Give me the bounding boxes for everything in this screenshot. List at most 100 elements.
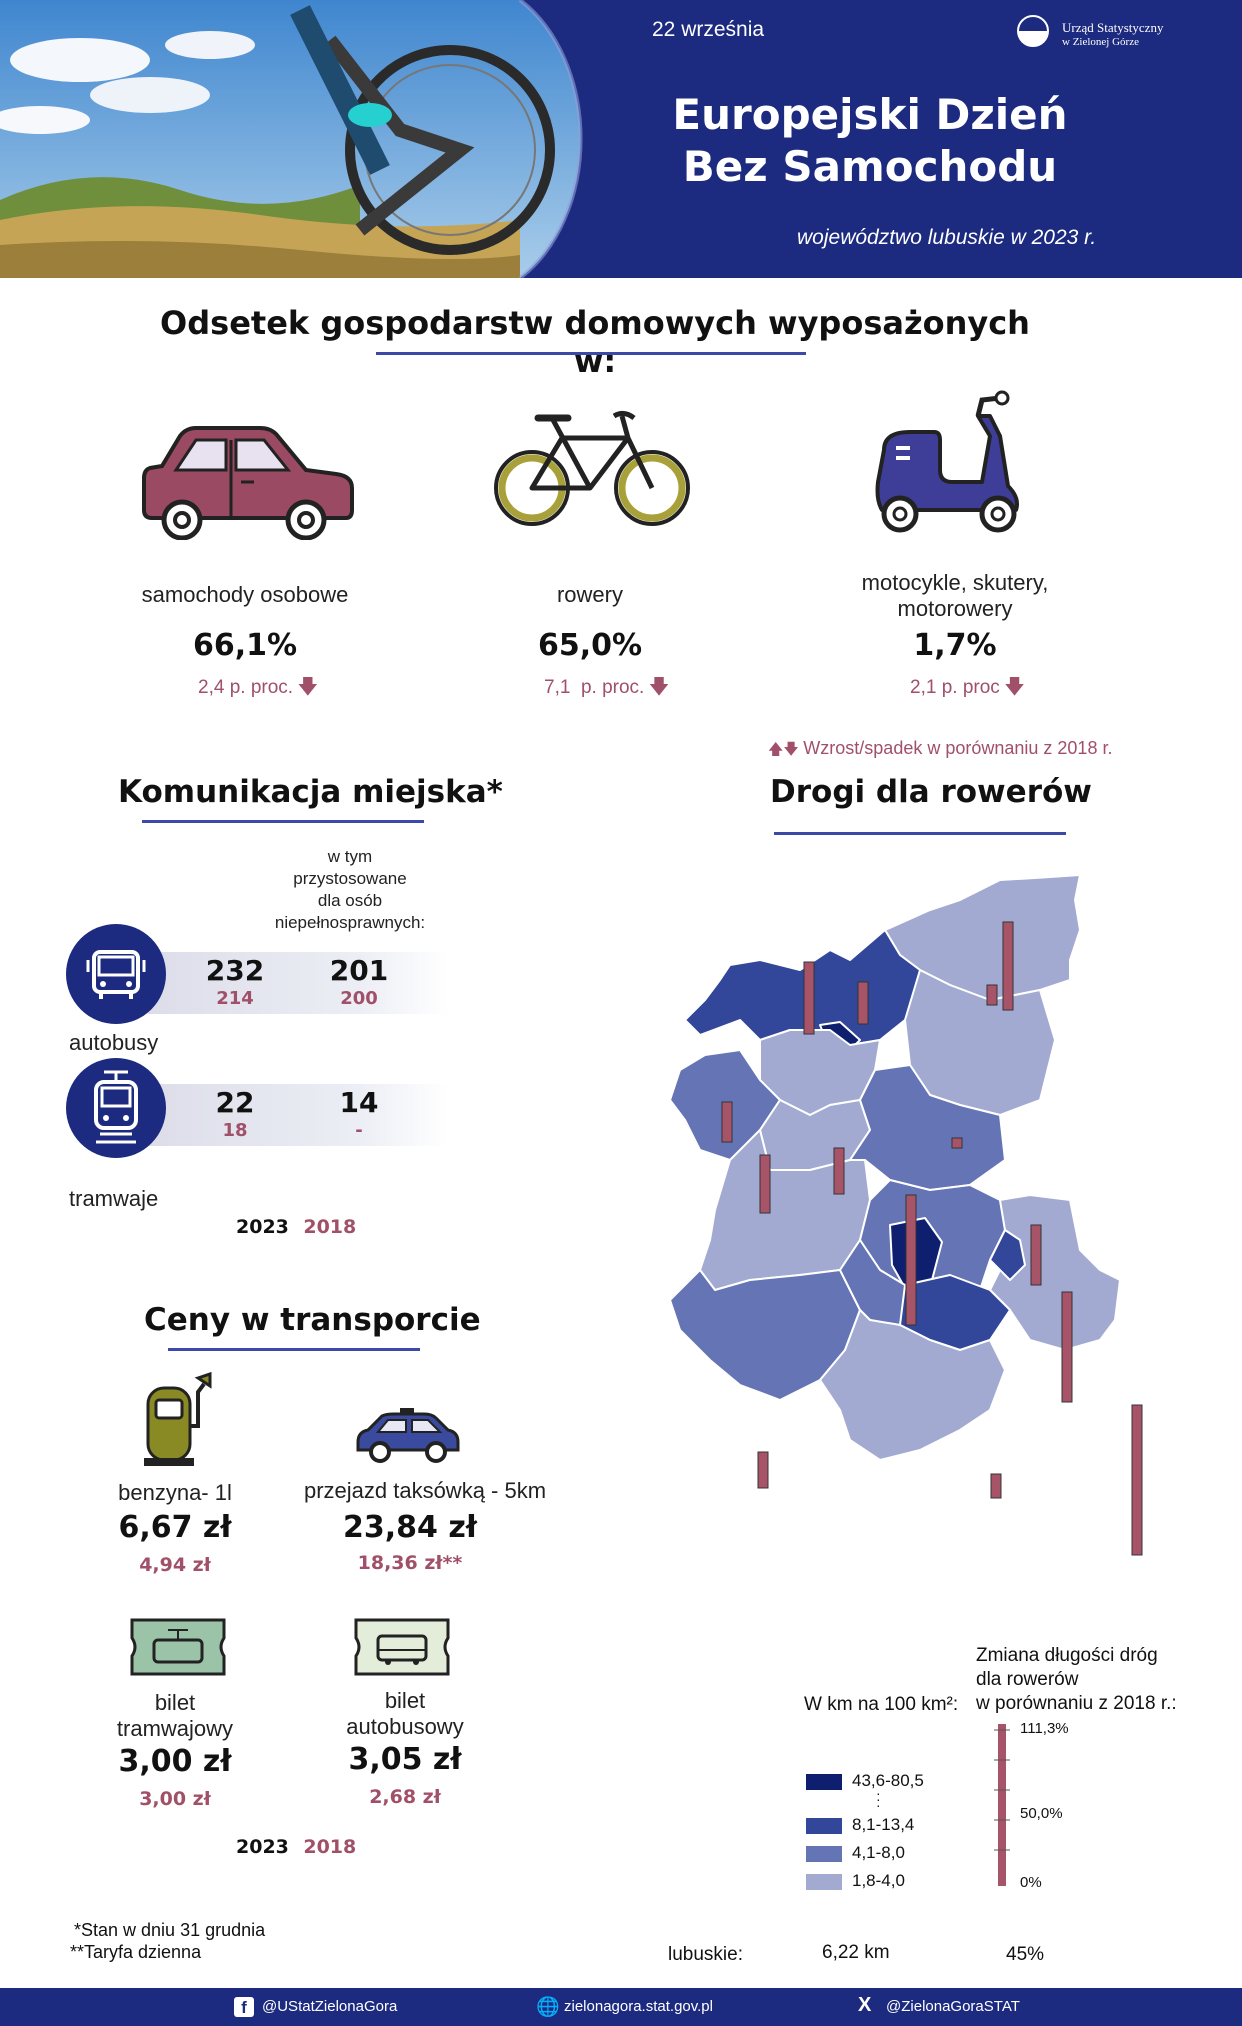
trams-row-band	[148, 1084, 448, 1146]
logo-line2: w Zielonej Górze	[1062, 36, 1139, 48]
change-scale-bar	[994, 1724, 1010, 1886]
arrow-down-icon: 🡇	[1004, 676, 1025, 698]
taxi-value-2018: 18,36 zł**	[357, 1552, 463, 1574]
map-change-bar	[1002, 921, 1014, 1011]
petrol-label: benzyna- 1l	[118, 1480, 232, 1505]
region-density: 6,22 km	[822, 1942, 890, 1963]
x-link[interactable]: @ZielonaGoraSTAT	[886, 1998, 1020, 2015]
bus-ticket-value-2018: 2,68 zł	[369, 1786, 441, 1808]
header-date: 22 września	[652, 18, 765, 41]
map-region	[819, 1309, 1006, 1461]
main-title-line1: Europejski Dzień	[672, 90, 1068, 139]
change-legend-line2: dla rowerów	[976, 1669, 1079, 1690]
motorcycles-label-line1: motocykle, skutery,	[861, 570, 1049, 595]
map-change-bar	[757, 1451, 769, 1489]
density-legend-title: W km na 100 km²:	[804, 1694, 959, 1715]
bicycle-icon	[494, 410, 690, 526]
buses-row-band	[148, 952, 448, 1014]
year-2023-label: 2023	[236, 1216, 289, 1238]
trams-accessible-2023: 14	[339, 1086, 379, 1119]
bus-ticket-label-line2: autobusowy	[346, 1714, 464, 1739]
transit-title-underline	[142, 820, 424, 823]
trams-total-2023: 22	[215, 1086, 255, 1119]
map-change-bar	[1131, 1404, 1143, 1556]
bike-roads-title: Drogi dla rowerów	[770, 774, 1092, 810]
map-change-bar	[759, 1154, 771, 1214]
accessible-header: w tym przystosowane dla osób niepełnospr…	[260, 846, 440, 934]
prices-title-underline	[168, 1348, 420, 1351]
bicycles-label: rowery	[556, 582, 623, 607]
taxi-label: przejazd taksówką - 5km	[303, 1478, 547, 1503]
legend-ellipsis: · · ·	[876, 1785, 881, 1813]
motorcycles-label-line2: motorowery	[897, 596, 1013, 621]
households-title-underline	[376, 352, 806, 355]
year-2023-label: 2023	[236, 1836, 289, 1858]
map-change-bar	[1061, 1291, 1073, 1403]
cars-change: 2,4 p. proc. 🡇	[198, 672, 318, 706]
logo-line1: Urząd Statystyczny	[1062, 20, 1164, 35]
change-legend-title: Zmiana długości dróg dla rowerów w porów…	[976, 1644, 1177, 1716]
bus-ticket-label-line1: bilet	[384, 1688, 426, 1713]
prices-year-legend: 2023 2018	[236, 1836, 356, 1858]
region-label: lubuskie:	[668, 1944, 743, 1965]
globe-icon[interactable]: 🌐	[536, 1997, 560, 2018]
cyclist-photo	[0, 0, 583, 278]
tram-ticket-icon	[130, 1618, 226, 1676]
accessible-header-line1: w tym	[327, 847, 373, 866]
map-region	[989, 1229, 1026, 1281]
prices-title: Ceny w transporcie	[144, 1302, 481, 1338]
bicycles-change: 7,1 p. proc. 🡇	[544, 672, 669, 706]
trend-legend-text: Wzrost/spadek w porównaniu z 2018 r.	[803, 738, 1113, 758]
map-change-bar	[721, 1101, 733, 1143]
buses-label: autobusy	[69, 1030, 159, 1055]
bicycles-change-text: 7,1 p. proc.	[544, 677, 645, 698]
x-icon[interactable]: X	[858, 1994, 872, 2016]
map-region	[684, 929, 921, 1046]
motorcycles-change-text: 2,1 p. proc	[910, 677, 1000, 698]
trams-total-2018: 18	[222, 1120, 248, 1141]
cars-change-text: 2,4 p. proc.	[198, 677, 294, 698]
map-change-bar	[803, 961, 815, 1035]
transit-year-legend: 2023 2018	[236, 1216, 356, 1238]
change-scale-max: 111,3%	[1020, 1720, 1069, 1737]
map-region	[904, 969, 1056, 1116]
taxi-value-2023: 23,84 zł	[343, 1510, 477, 1545]
motorcycles-change: 2,1 p. proc 🡇	[910, 672, 1025, 706]
legend-label-class4: 1,8-4,0	[852, 1871, 905, 1890]
map-change-bar	[986, 984, 998, 1006]
main-title-line2: Bez Samochodu	[682, 142, 1058, 191]
bike-roads-title-underline	[774, 832, 1066, 835]
petrol-value-2018: 4,94 zł	[139, 1554, 211, 1576]
header-subtitle: województwo lubuskie w 2023 r.	[797, 226, 1097, 249]
buses-accessible-2023: 201	[329, 954, 389, 987]
change-bars-layer	[721, 921, 1143, 1556]
legend-swatch-class3	[806, 1846, 842, 1862]
households-title: Odsetek gospodarstw domowych wyposażonyc…	[160, 304, 1030, 380]
stat-office-logo-icon	[1017, 15, 1049, 47]
scooter-icon	[875, 390, 1019, 533]
region-change: 45%	[1006, 1944, 1045, 1965]
taxi-icon	[356, 1408, 460, 1463]
footnote-1: *Stan w dniu 31 grudnia	[74, 1920, 266, 1940]
change-scale-min: 0%	[1020, 1874, 1042, 1891]
cars-value: 66,1%	[192, 628, 298, 663]
map-change-bar	[833, 1147, 845, 1195]
change-legend-line1: Zmiana długości dróg	[976, 1645, 1158, 1666]
arrow-down-icon: 🡇	[297, 676, 319, 698]
buses-total-2018: 214	[216, 988, 254, 1009]
bus-icon	[66, 924, 166, 1024]
map-change-bar	[905, 1194, 917, 1326]
tram-icon	[66, 1058, 166, 1158]
website-link[interactable]: zielonagora.stat.gov.pl	[564, 1998, 713, 2015]
bus-ticket-icon	[354, 1618, 450, 1676]
facebook-link[interactable]: @UStatZielonaGora	[262, 1998, 398, 2015]
facebook-icon[interactable]: f	[234, 1997, 254, 2017]
trams-accessible-2018: -	[355, 1120, 363, 1141]
tram-ticket-label-line2: tramwajowy	[116, 1716, 234, 1741]
legend-label-class3: 4,1-8,0	[852, 1843, 905, 1862]
buses-accessible-2018: 200	[340, 988, 378, 1009]
arrow-down-icon: 🡇	[648, 676, 670, 698]
legend-swatch-class2	[806, 1818, 842, 1834]
footer-bar: f @UStatZielonaGora 🌐 zielonagora.stat.g…	[0, 1988, 1242, 2026]
lubuskie-map	[669, 874, 1143, 1556]
